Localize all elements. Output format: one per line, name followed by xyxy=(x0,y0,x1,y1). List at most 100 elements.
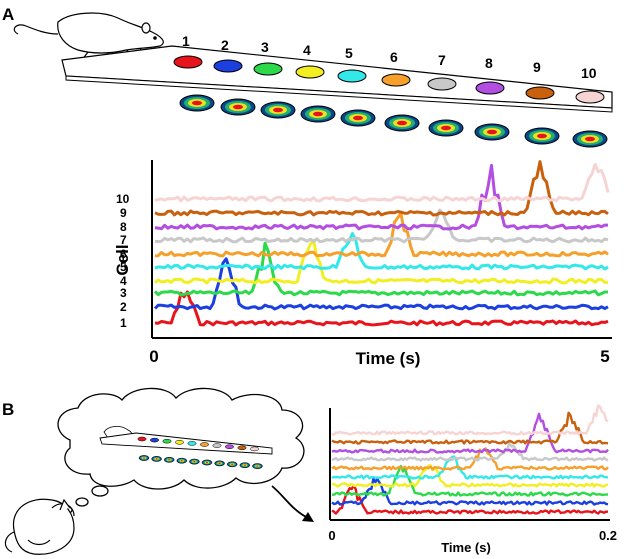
sleeping-rat-illustration xyxy=(4,498,75,555)
track-disc-5 xyxy=(337,69,367,83)
panel-a-trace-cell-5 xyxy=(154,232,609,271)
mini-disc-6 xyxy=(200,442,209,447)
track-disc-1 xyxy=(173,55,203,69)
track-disc-6 xyxy=(381,73,411,87)
place-field-row xyxy=(179,94,608,148)
panel-a-traces xyxy=(153,160,610,327)
mini-place-field-8 xyxy=(226,461,238,468)
panel-a-x-end: 5 xyxy=(600,347,609,366)
cell-label-3: 3 xyxy=(120,286,127,300)
cell-label-10: 10 xyxy=(116,192,130,206)
cell-label-5: 5 xyxy=(120,260,127,274)
place-field-10 xyxy=(572,130,608,148)
place-field-8 xyxy=(474,123,510,141)
track-number-4: 4 xyxy=(303,42,311,58)
mini-place-field-row xyxy=(138,455,263,469)
panel-b-x-label: Time (s) xyxy=(441,540,491,555)
panel-a-trace-cell-7 xyxy=(154,208,609,244)
track-disc-2 xyxy=(213,59,243,73)
cell-label-1: 1 xyxy=(120,316,127,330)
track-location-discs xyxy=(173,55,605,104)
cell-label-2: 2 xyxy=(120,300,127,314)
cell-label-9: 9 xyxy=(120,206,127,220)
place-field-1 xyxy=(179,94,215,112)
mini-disc-1 xyxy=(137,436,147,442)
panel-b-plot: Time (s) 0 0.2 xyxy=(328,404,617,555)
panel-b-trace-cell-1 xyxy=(331,484,608,515)
panel-b-trace-cell-4 xyxy=(331,464,609,488)
mini-place-field-1 xyxy=(138,455,150,461)
panel-a-trace-cell-3 xyxy=(153,241,608,297)
panel-a-y-label: Cell xyxy=(113,244,132,275)
place-field-3 xyxy=(260,101,296,119)
track-number-5: 5 xyxy=(345,45,353,61)
track-disc-9 xyxy=(525,86,555,100)
panel-a-trace-cell-6 xyxy=(154,211,609,258)
rat-illustration xyxy=(13,12,164,63)
place-field-7 xyxy=(428,119,464,137)
place-field-2 xyxy=(220,98,256,116)
panel-b-trace-cell-7 xyxy=(331,441,609,462)
linear-track xyxy=(61,45,613,113)
mini-disc-9 xyxy=(237,445,247,451)
cell-label-8: 8 xyxy=(120,220,127,234)
track-number-10: 10 xyxy=(581,65,597,81)
mini-track-discs xyxy=(137,436,259,452)
mini-place-field-7 xyxy=(214,460,225,467)
mini-disc-7 xyxy=(212,443,222,448)
panel-b-trace-cell-3 xyxy=(332,465,609,497)
mini-disc-2 xyxy=(150,437,159,443)
mini-place-field-10 xyxy=(252,463,263,469)
cell-label-6: 6 xyxy=(120,247,127,261)
track-disc-4 xyxy=(295,65,325,79)
panel-b-trace-cell-2 xyxy=(331,477,609,506)
cell-label-4: 4 xyxy=(120,274,127,288)
track-number-labels: 1 2 3 4 5 6 7 8 9 10 xyxy=(182,33,597,81)
track-number-2: 2 xyxy=(221,37,229,53)
place-field-5 xyxy=(340,109,376,127)
panel-b-trace-cell-6 xyxy=(331,447,609,471)
panel-a-x-label: Time (s) xyxy=(356,349,421,368)
panel-a-trace-cell-10 xyxy=(154,162,610,203)
mini-disc-10 xyxy=(250,446,259,452)
mini-place-field-4 xyxy=(176,457,188,464)
panel-b-trace-cell-5 xyxy=(331,455,609,480)
mini-disc-4 xyxy=(175,440,184,445)
mini-place-field-9 xyxy=(239,462,251,469)
cloud-to-plot-arrow xyxy=(271,485,314,522)
mini-place-field-3 xyxy=(163,456,175,463)
panel-a-trace-cell-4 xyxy=(154,238,609,285)
track-number-6: 6 xyxy=(390,49,398,65)
mini-place-field-6 xyxy=(201,459,213,466)
panel-b-trace-cell-10 xyxy=(331,404,609,436)
mini-disc-5 xyxy=(187,441,197,446)
panel-b-trace-cell-9 xyxy=(331,411,609,445)
cell-label-7: 7 xyxy=(120,233,127,247)
panel-b-x-end: 0.2 xyxy=(599,528,617,543)
track-number-9: 9 xyxy=(533,59,541,75)
track-number-8: 8 xyxy=(485,55,493,71)
mini-place-field-2 xyxy=(151,456,162,462)
mini-linear-track xyxy=(99,426,273,469)
panel-a-x-start: 0 xyxy=(149,347,158,366)
track-disc-10 xyxy=(575,90,605,104)
track-number-1: 1 xyxy=(182,33,190,49)
panel-a-trace-cell-1 xyxy=(154,290,609,327)
track-disc-8 xyxy=(475,81,505,95)
track-disc-7 xyxy=(427,77,457,91)
track-number-7: 7 xyxy=(438,52,446,68)
place-field-9 xyxy=(524,127,560,145)
panel-a-trace-cell-2 xyxy=(153,257,609,311)
panel-b-x-start: 0 xyxy=(328,528,335,543)
place-field-4 xyxy=(300,105,336,123)
panel-a-trace-cell-8 xyxy=(154,163,608,231)
panel-b-traces xyxy=(331,404,609,515)
panel-b-trace-cell-8 xyxy=(331,412,609,454)
place-field-6 xyxy=(384,114,420,132)
mini-place-field-5 xyxy=(189,458,200,465)
panel-b-label: B xyxy=(2,400,14,419)
track-number-3: 3 xyxy=(261,39,269,55)
